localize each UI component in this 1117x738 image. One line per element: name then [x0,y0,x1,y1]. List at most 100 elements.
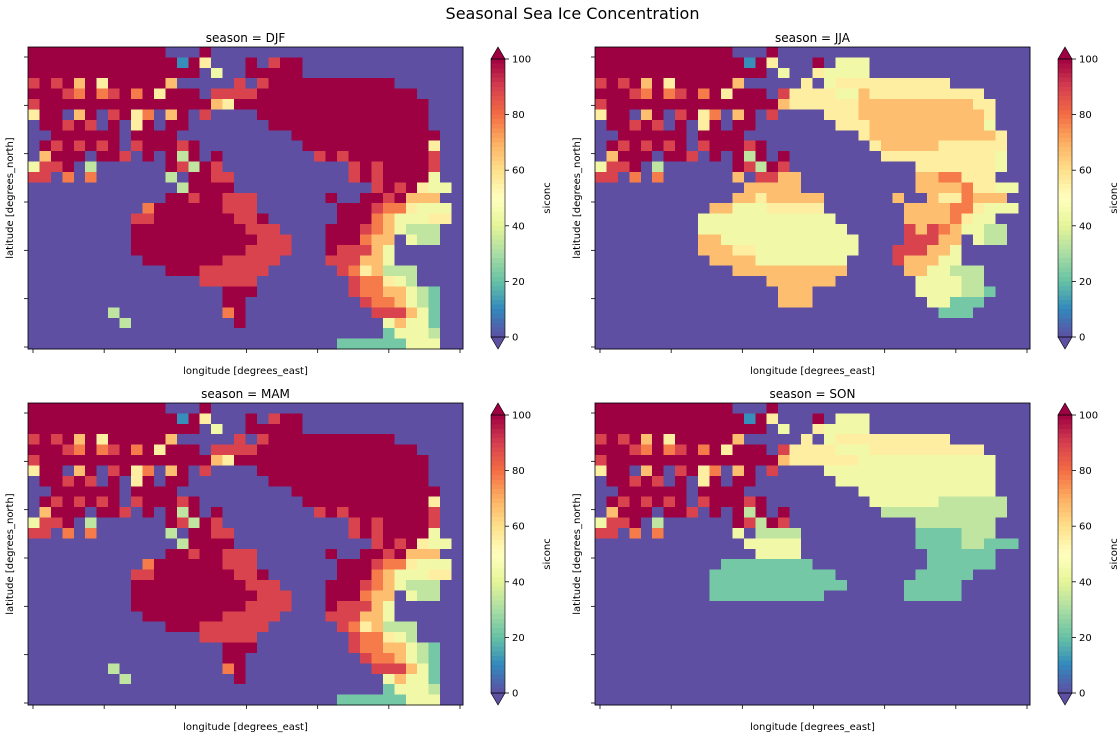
heatmap-cell [28,140,41,152]
heatmap-cell [371,119,384,131]
heatmap-cell [405,276,418,288]
heatmap-cell [256,276,269,288]
heatmap-cell [39,580,52,592]
heatmap-cell [675,265,688,277]
heatmap-cell [984,663,997,675]
heatmap-cell [766,151,779,163]
heatmap-cell [371,580,384,592]
heatmap-cell [961,182,974,194]
heatmap-cell [1007,590,1020,602]
heatmap-cell [153,307,166,319]
heatmap-cell [440,517,453,529]
heatmap-cell [801,507,814,519]
heatmap-cell [268,507,281,519]
heatmap-cell [39,255,52,267]
heatmap-cell [131,527,144,539]
heatmap-cell [96,224,109,236]
heatmap-cell [176,99,189,111]
heatmap-cell [709,632,722,644]
heatmap-cell [131,403,144,415]
heatmap-cell [720,109,733,121]
heatmap-cell [256,192,269,204]
heatmap-cell [938,99,951,111]
heatmap-cell [869,507,882,519]
heatmap-cell [972,559,985,571]
heatmap-cell [119,130,132,142]
heatmap-cell [801,119,814,131]
heatmap-cell [268,47,281,59]
heatmap-cell [709,611,722,623]
heatmap-cell [915,517,928,529]
heatmap-cell [663,317,676,329]
heatmap-cell [640,694,653,706]
colorbar-segment [1058,512,1072,518]
heatmap-cell [915,413,928,425]
heatmap-cell [428,517,441,529]
heatmap-cell [823,527,836,539]
heatmap-cell [1007,663,1020,675]
heatmap-cell [359,507,373,519]
heatmap-cell [846,338,859,350]
heatmap-cell [119,57,132,69]
heatmap-cell [73,580,86,592]
heatmap-cell [108,234,121,246]
heatmap-cell [617,67,630,79]
heatmap-cell [858,600,871,612]
heatmap-cell [732,67,745,79]
heatmap-cell [337,234,350,246]
heatmap-cell [835,455,848,467]
heatmap-cell [732,99,745,111]
heatmap-cell [108,171,121,183]
heatmap-cell [417,632,430,644]
heatmap-cell [995,213,1008,225]
heatmap-cell [846,684,859,696]
heatmap-cell [279,192,292,204]
heatmap-cell [314,652,327,664]
heatmap-cell [835,265,848,277]
heatmap-cell [188,548,201,560]
heatmap-cell [938,423,951,435]
heatmap-cell [869,465,882,477]
heatmap-cell [961,413,974,425]
heatmap-cell [846,527,859,539]
heatmap-cell [915,527,928,539]
heatmap-cell [268,171,281,183]
heatmap-cell [766,203,779,215]
heatmap-cell [652,47,665,59]
heatmap-cell [142,296,155,308]
heatmap-cell [337,600,350,612]
heatmap-cell [778,171,791,183]
heatmap-cell [165,507,178,519]
heatmap-cell [858,224,871,236]
heatmap-cell [199,151,212,163]
heatmap-cell [709,600,722,612]
heatmap-cell [915,621,928,633]
heatmap-cell [39,328,52,340]
heatmap-cell [199,517,212,529]
heatmap-cell [348,171,361,183]
heatmap-cell [846,224,859,236]
heatmap-cell [606,527,619,539]
heatmap-cell [995,192,1008,204]
heatmap-cell [709,244,722,256]
heatmap-cell [188,694,201,706]
heatmap-cell [606,475,619,487]
heatmap-cell [314,151,327,163]
heatmap-cell [915,652,928,664]
heatmap-cell [325,548,338,560]
heatmap-cell [1018,140,1031,152]
heatmap-cell [73,109,86,121]
heatmap-cell [85,455,98,467]
heatmap-cell [720,244,733,256]
heatmap-cell [371,496,384,508]
colorbar-frame [490,58,506,338]
heatmap-cell [938,224,951,236]
heatmap-cell [279,600,292,612]
heatmap-cell [279,413,292,425]
heatmap-cell [984,317,997,329]
heatmap-cell [915,109,928,121]
heatmap-cell [846,161,859,173]
heatmap-cell [39,317,52,329]
heatmap-cell [314,171,327,183]
heatmap-cell [709,286,722,298]
